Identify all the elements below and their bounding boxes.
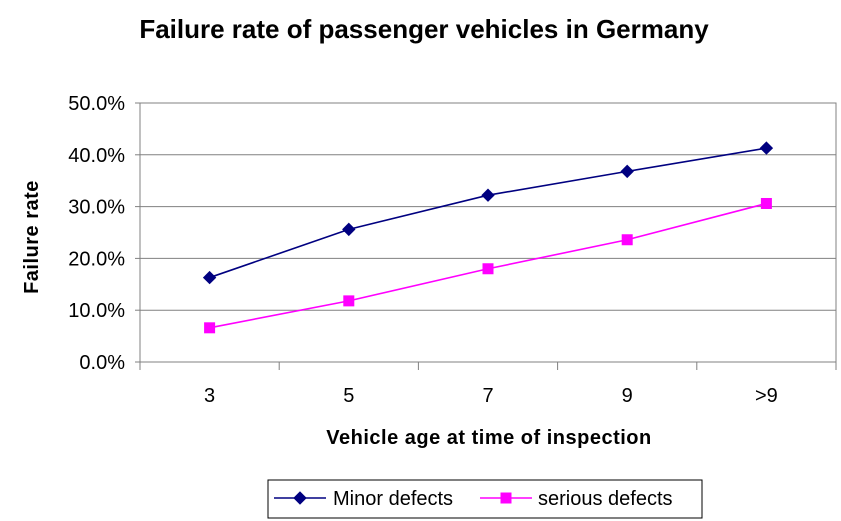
y-tick-label: 0.0%	[79, 352, 125, 374]
data-point	[620, 164, 634, 179]
x-tick-label: >9	[755, 385, 778, 407]
legend: Minor defects serious defects	[267, 479, 703, 519]
legend-label: Minor defects	[333, 488, 453, 510]
data-point	[760, 197, 772, 209]
y-tick-label: 10.0%	[68, 300, 125, 322]
data-point	[202, 270, 217, 285]
y-tick-label: 40.0%	[68, 145, 125, 167]
x-axis-label: Vehicle age at time of inspection	[326, 427, 651, 449]
legend-entry-2: serious defects	[480, 488, 673, 510]
x-tick-label: 7	[482, 385, 493, 407]
x-tick-label: 3	[204, 385, 215, 407]
x-tick-label: 9	[622, 385, 633, 407]
x-axis: 3 5 7 9 >9	[139, 362, 837, 407]
data-point	[759, 141, 774, 155]
y-tick-label: 20.0%	[68, 248, 125, 270]
data-point	[481, 188, 495, 202]
y-tick-label: 50.0%	[68, 93, 125, 115]
legend-box	[267, 479, 703, 519]
legend-entry-1: Minor defects	[274, 488, 453, 510]
chart-title: Failure rate of passenger vehicles in Ge…	[139, 14, 709, 44]
series-2	[204, 197, 772, 334]
x-tick-label: 5	[343, 385, 354, 407]
data-point	[204, 322, 216, 334]
y-tick-label: 30.0%	[68, 197, 125, 219]
y-axis: 0.0% 10.0% 20.0% 30.0% 40.0% 50.0%	[68, 93, 140, 374]
series-1	[202, 141, 774, 285]
grid-lines	[140, 154, 836, 311]
data-point	[343, 295, 355, 307]
legend-marker	[293, 491, 307, 505]
series-group	[202, 141, 774, 334]
legend-marker	[500, 492, 512, 504]
y-axis-label: Failure rate	[21, 180, 43, 294]
data-point	[482, 263, 494, 275]
data-point	[621, 234, 633, 246]
plot-area	[139, 102, 837, 363]
data-point	[342, 222, 356, 237]
legend-label: serious defects	[538, 488, 673, 510]
